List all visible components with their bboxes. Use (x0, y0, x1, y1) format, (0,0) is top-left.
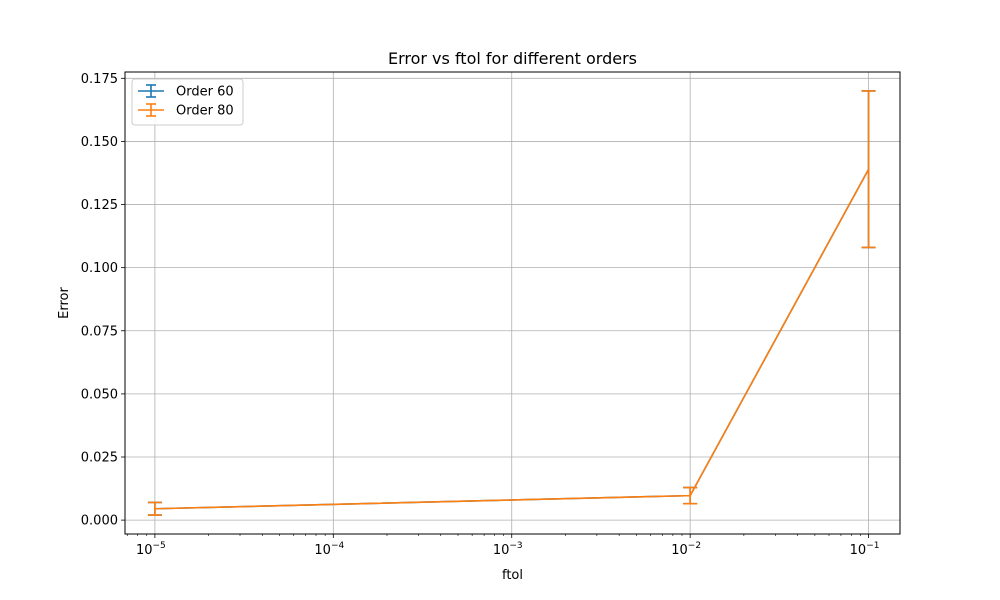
y-tick-label: 0.000 (81, 514, 118, 529)
legend-label: Order 60 (176, 85, 234, 100)
y-tick-label: 0.150 (81, 135, 118, 150)
y-axis-label: Error (57, 287, 72, 319)
legend: Order 60 Order 80 (131, 78, 244, 126)
chart-title: Error vs ftol for different orders (388, 49, 637, 68)
x-tick-label: 10−1 (850, 541, 880, 558)
y-tick-label: 0.050 (81, 387, 118, 402)
series-layer (147, 90, 876, 516)
ticks: 10−5 10−4 10−3 10−2 10−1 0.000 0.025 0.050 0.075… (81, 72, 880, 558)
y-tick-label: 0.075 (81, 324, 118, 339)
x-tick-label: 10−5 (136, 541, 166, 558)
plot-frame (124, 71, 901, 535)
legend-label: Order 80 (176, 104, 234, 119)
x-tick-label: 10−2 (671, 541, 701, 558)
y-tick-label: 0.175 (81, 72, 118, 87)
x-tick-label: 10−3 (493, 541, 523, 558)
grid (125, 72, 900, 534)
y-tick-label: 0.100 (81, 261, 118, 276)
y-tick-label: 0.125 (81, 198, 118, 213)
x-axis-label: ftol (502, 568, 523, 583)
y-tick-label: 0.025 (81, 451, 118, 466)
x-tick-label: 10−4 (314, 541, 344, 558)
